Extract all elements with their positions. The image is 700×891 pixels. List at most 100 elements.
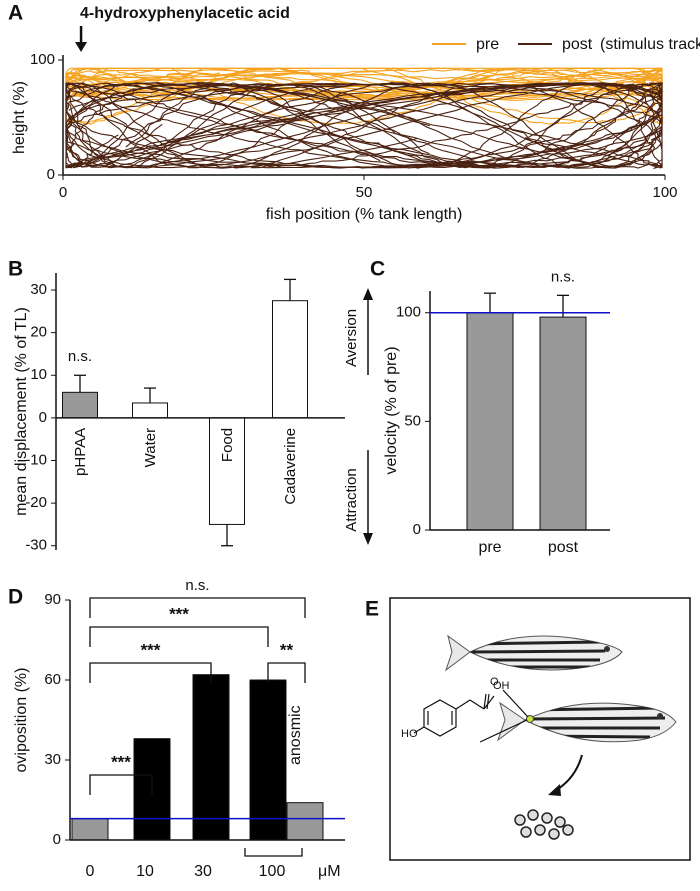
y-axis-label: oviposition (%) — [13, 668, 30, 773]
error-bar — [74, 374, 86, 393]
significance-label: ** — [280, 640, 294, 659]
category-label: pHPAA — [72, 428, 89, 476]
significance-bracket — [89, 774, 153, 795]
legend-note: (stimulus tracks) — [600, 36, 700, 53]
y-tick-label: 0 — [413, 521, 421, 538]
y-tick-label: 0 — [53, 831, 61, 848]
bar — [539, 316, 587, 531]
error-bar — [557, 294, 569, 318]
y-tick-label: 90 — [44, 591, 61, 608]
fish-body — [523, 702, 677, 743]
y-axis-label: mean displacement (% of TL) — [13, 307, 30, 516]
bar — [62, 391, 98, 419]
bar — [249, 679, 287, 841]
bar — [466, 312, 514, 531]
annotation: n.s. — [68, 348, 92, 365]
error-bar — [221, 524, 233, 547]
fish-bottom — [496, 701, 677, 743]
y-tick-label: 10 — [30, 366, 47, 383]
significance-label: *** — [169, 604, 189, 623]
fish-stripes — [470, 640, 606, 669]
bar — [272, 300, 308, 419]
panel-label: E — [365, 598, 379, 621]
stimulus-arrow-head — [75, 42, 88, 52]
significance-bracket — [89, 626, 269, 647]
panel-label: A — [8, 2, 23, 25]
bar — [286, 802, 324, 841]
significance-label: *** — [141, 640, 161, 659]
y-axis-label: velocity (% of pre) — [383, 346, 400, 474]
y-tick-label: -20 — [25, 494, 47, 511]
panel-label: C — [370, 258, 385, 281]
bracket — [244, 848, 303, 857]
track — [65, 81, 663, 169]
significance-label: n.s. — [185, 577, 209, 594]
x-tick-label: 0 — [59, 184, 67, 201]
annotation: n.s. — [551, 268, 575, 285]
fish-eye — [657, 713, 663, 719]
chart-title: 4-hydroxyphenylacetic acid — [80, 5, 290, 22]
y-tick-label: 30 — [30, 281, 47, 298]
legend-label: post — [562, 36, 593, 53]
molecule-label: OH — [493, 680, 510, 692]
arrow-label: Aversion — [343, 309, 360, 367]
x-tick-label: pre — [478, 539, 501, 556]
x-tick-label: 100 — [652, 184, 677, 201]
significance-bracket — [89, 597, 306, 618]
arrow-label: Attraction — [343, 468, 360, 531]
arrow-head — [363, 288, 373, 300]
x-tick-label: 100 — [259, 863, 286, 880]
y-tick-label: 20 — [30, 324, 47, 341]
bar — [71, 818, 109, 841]
y-tick-label: 0 — [39, 409, 47, 426]
y-tick-label: 60 — [44, 671, 61, 688]
x-tick-label: 10 — [136, 863, 154, 880]
fish-nose — [526, 715, 534, 723]
panel-e: HO OH O E — [365, 597, 691, 861]
molecule — [413, 689, 529, 743]
significance-label: *** — [111, 752, 131, 771]
category-label: Water — [142, 428, 159, 467]
unit-label: μM — [318, 863, 341, 880]
fish-eye — [604, 646, 610, 652]
y-tick-label: 100 — [396, 304, 421, 321]
y-tick-label: 50 — [404, 412, 421, 429]
track — [65, 82, 663, 169]
y-tick-label: 30 — [44, 751, 61, 768]
fish-top — [445, 634, 623, 672]
error-bar — [144, 387, 156, 403]
x-tick-label: anosmic — [287, 705, 304, 765]
y-axis-label: height (%) — [11, 81, 28, 154]
x-tick-label: 0 — [86, 863, 95, 880]
significance-bracket — [89, 662, 212, 683]
y-tick-label: 0 — [47, 166, 55, 183]
molecule-label: O — [490, 676, 499, 688]
y-tick-label: -30 — [25, 537, 47, 554]
y-tick-label: -10 — [25, 451, 47, 468]
arrow-head — [363, 533, 373, 545]
x-axis-label: fish position (% tank length) — [266, 206, 463, 223]
error-bar — [284, 278, 296, 301]
significance-bracket — [267, 662, 306, 683]
x-tick-label: post — [548, 539, 579, 556]
molecule-label: HO — [401, 728, 418, 740]
bar — [132, 402, 168, 419]
x-tick-label: 50 — [356, 184, 373, 201]
category-label: Cadaverine — [282, 428, 299, 505]
tracks — [64, 67, 664, 170]
panel-frame — [389, 597, 691, 861]
error-bar — [484, 292, 496, 313]
legend-label: pre — [476, 36, 499, 53]
track — [65, 82, 663, 169]
fish-tail — [445, 634, 471, 672]
category-label: Food — [219, 428, 236, 462]
track — [65, 82, 664, 169]
panel-label: B — [8, 258, 23, 281]
bar — [192, 674, 230, 841]
panel-label: D — [8, 586, 23, 609]
y-tick-label: 100 — [30, 51, 55, 68]
x-tick-label: 30 — [194, 863, 212, 880]
eggs — [514, 809, 574, 840]
